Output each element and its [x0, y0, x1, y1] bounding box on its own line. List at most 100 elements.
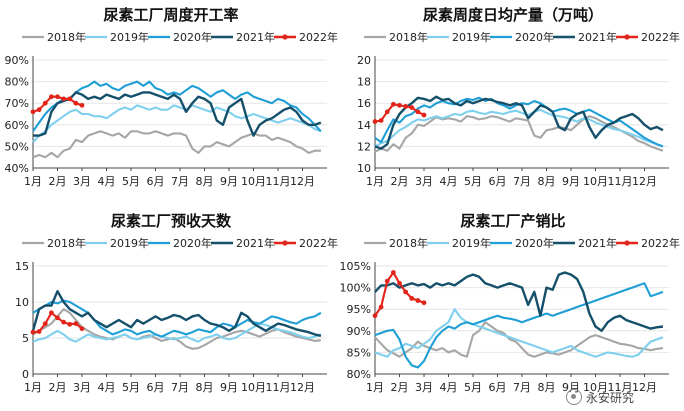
x-tick-label: 8月 — [196, 381, 214, 394]
y-tick-label: 12 — [357, 140, 371, 153]
chart-daily-output: 尿素周度日均产量（万吨）2018年 2019年 2020年 2021年 2022年101… — [357, 6, 680, 188]
y-tick-label: 60% — [5, 119, 29, 132]
series-point-2022 — [30, 329, 36, 335]
y-tick-label: 50% — [5, 140, 29, 153]
legend-label: 2020年 — [173, 236, 212, 250]
series-point-2022 — [378, 118, 384, 123]
series-point-2022 — [36, 107, 42, 113]
x-tick-label: 4月 — [98, 175, 116, 188]
x-tick-label: 4月 — [440, 381, 458, 394]
series-point-2022 — [372, 313, 378, 319]
y-tick-label: 40% — [5, 162, 29, 175]
watermark-text: 永安研究 — [586, 390, 635, 405]
legend-item-2020: 2020年 — [490, 236, 554, 250]
chart-title: 尿素工厂预收天数 — [111, 212, 232, 230]
series-line-2019 — [32, 104, 322, 143]
x-tick-label: 5月 — [464, 175, 482, 188]
legend-label: 2019年 — [110, 30, 149, 44]
legend-item-2019: 2019年 — [427, 30, 491, 44]
x-tick-label: 7月 — [513, 381, 531, 394]
x-tick-label: 5月 — [122, 381, 140, 394]
legend-label: 2021年 — [236, 236, 275, 250]
y-tick-label: 16 — [357, 97, 371, 110]
series-point-2022 — [384, 278, 390, 284]
legend-item-2021: 2021年 — [211, 30, 275, 44]
x-tick-label: 12月 — [632, 175, 657, 188]
series-point-2022 — [390, 101, 396, 107]
legend-label: 2018年 — [47, 236, 86, 250]
chart-panel-presale-days: 尿素工厂预收天数 2018年 2019年 2020年 2021年 2022年 0 5 10 15 1… — [0, 206, 342, 411]
legend-marker — [624, 34, 630, 40]
x-tick-label: 12月 — [632, 381, 657, 394]
series-point-2022 — [73, 321, 79, 326]
series-point-2022 — [421, 112, 427, 118]
legend-label: 2018年 — [389, 236, 428, 250]
series-line-2020 — [32, 299, 322, 338]
chart-operating-rate: 尿素工厂周度开工率 2018年 2019年 2020年 2021年 2022年 40% 50%… — [5, 6, 338, 188]
series-line-2018 — [374, 115, 664, 153]
x-tick-label: 2月 — [49, 175, 67, 188]
y-tick-label: 14 — [357, 119, 371, 132]
x-tick-label: 10月 — [241, 175, 266, 188]
chart-title: 尿素工厂周度开工率 — [103, 6, 238, 24]
legend-label: 2022年 — [299, 236, 338, 250]
series-point-2022 — [397, 102, 402, 108]
x-tick-label: 10月 — [583, 175, 608, 188]
legend-label: 2020年 — [515, 30, 554, 44]
series-point-2022 — [55, 315, 60, 321]
y-tick-label: 10 — [15, 296, 29, 309]
legend-item-2018: 2018年 — [364, 30, 428, 44]
x-tick-label: 9月 — [220, 175, 238, 188]
x-tick-label: 9月 — [220, 381, 238, 394]
x-tick-label: 7月 — [513, 175, 531, 188]
x-tick-label: 1月 — [24, 175, 42, 188]
series-point-2022 — [415, 298, 421, 303]
legend-item-2022: 2022年 — [616, 30, 680, 44]
legend-label: 2022年 — [299, 30, 338, 44]
legend-item-2018: 2018年 — [364, 236, 428, 250]
y-tick-label: 80% — [347, 368, 371, 381]
y-tick-label: 20 — [357, 54, 371, 67]
legend-label: 2020年 — [515, 236, 554, 250]
series-point-2022 — [378, 304, 384, 310]
legend-marker — [624, 240, 630, 246]
x-tick-label: 11月 — [608, 175, 633, 188]
legend-label: 2021年 — [578, 30, 617, 44]
series-point-2022 — [390, 270, 396, 275]
wechat-logo-icon — [566, 389, 582, 405]
series-point-2022 — [403, 289, 409, 295]
legend-label: 2022年 — [641, 30, 680, 44]
legend-label: 2018年 — [47, 30, 86, 44]
x-tick-label: 8月 — [196, 175, 214, 188]
legend-item-2018: 2018年 — [22, 236, 86, 250]
y-tick-label: 95% — [347, 303, 371, 316]
x-tick-label: 5月 — [464, 381, 482, 394]
legend-item-2021: 2021年 — [553, 236, 617, 250]
legend-item-2019: 2019年 — [85, 236, 149, 250]
x-tick-label: 11月 — [266, 381, 291, 394]
legend-item-2018: 2018年 — [22, 30, 86, 44]
x-tick-label: 8月 — [538, 175, 556, 188]
x-tick-label: 2月 — [391, 381, 409, 394]
legend-label: 2021年 — [578, 236, 617, 250]
x-tick-label: 6月 — [147, 175, 165, 188]
series-point-2022 — [55, 94, 60, 100]
x-tick-label: 11月 — [608, 381, 633, 394]
y-tick-label: 90% — [5, 54, 29, 67]
legend-item-2019: 2019年 — [85, 30, 149, 44]
x-tick-label: 10月 — [241, 381, 266, 394]
legend-label: 2021年 — [236, 30, 275, 44]
x-tick-label: 6月 — [489, 175, 507, 188]
x-tick-label: 2月 — [49, 381, 67, 394]
legend-label: 2018年 — [389, 30, 428, 44]
series-point-2022 — [79, 102, 85, 108]
y-tick-label: 0 — [22, 368, 29, 381]
series-line-2020 — [32, 80, 322, 133]
series-line-2021 — [374, 95, 664, 150]
series-line-2021 — [374, 271, 664, 333]
legend-marker — [282, 34, 288, 40]
legend-item-2019: 2019年 — [427, 236, 491, 250]
x-tick-label: 4月 — [98, 381, 116, 394]
legend-item-2020: 2020年 — [148, 30, 212, 44]
series-point-2022 — [36, 329, 42, 334]
